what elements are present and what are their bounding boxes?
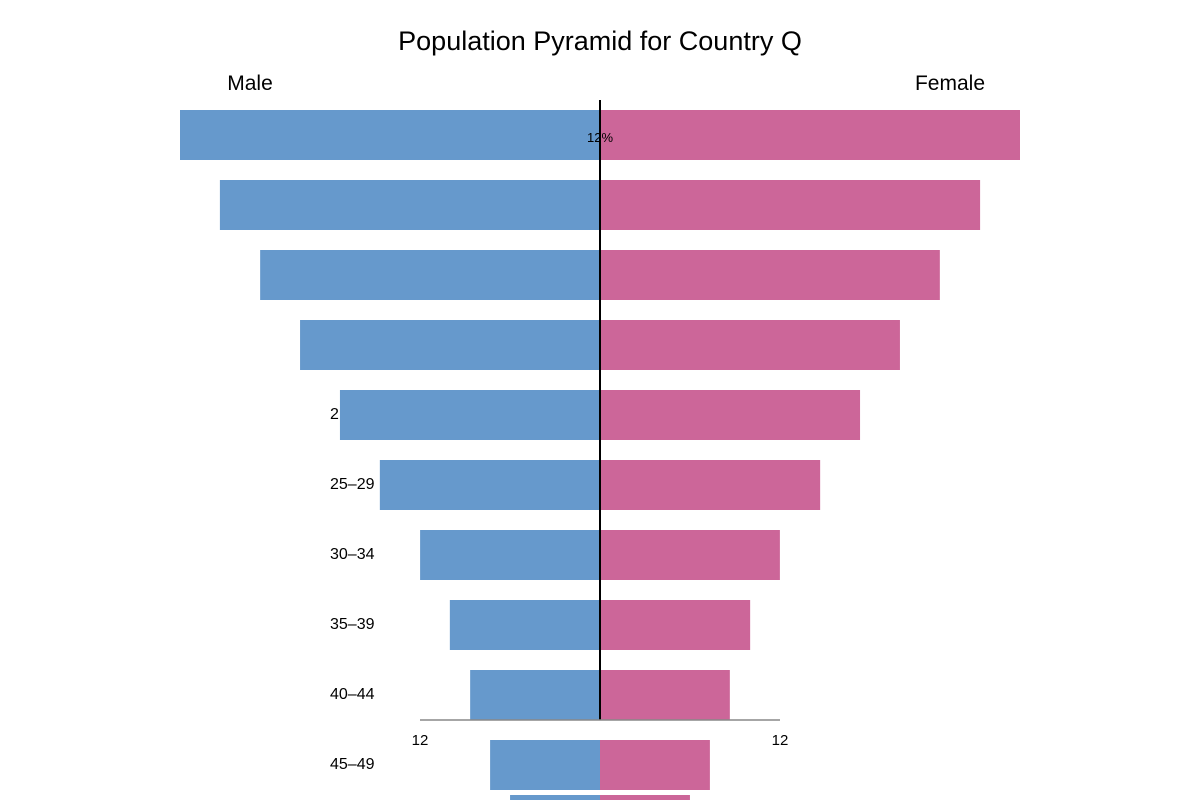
male-bar bbox=[420, 530, 600, 580]
male-bar bbox=[470, 670, 600, 720]
age-group-label: 40–44 bbox=[330, 686, 375, 703]
chart-title: Population Pyramid for Country Q bbox=[398, 26, 802, 56]
female-bar bbox=[600, 530, 780, 580]
female-bar bbox=[600, 320, 900, 370]
female-bar bbox=[600, 740, 710, 790]
male-bar bbox=[379, 460, 600, 510]
age-group-label: 2 bbox=[330, 406, 339, 423]
bar-group bbox=[180, 110, 1020, 800]
male-side-label: Male bbox=[227, 72, 273, 95]
female-bar bbox=[600, 180, 981, 230]
female-bar bbox=[600, 110, 1020, 160]
x-tick-label-right: 12 bbox=[772, 732, 789, 749]
male-bar bbox=[510, 795, 600, 800]
age-group-label: 30–34 bbox=[330, 546, 375, 563]
female-bar bbox=[600, 460, 821, 510]
male-bar bbox=[449, 600, 600, 650]
percent-annotation: 12% bbox=[587, 130, 613, 145]
female-bar bbox=[600, 795, 690, 800]
female-bar bbox=[600, 600, 751, 650]
male-bar bbox=[260, 250, 600, 300]
age-group-label: 45–49 bbox=[330, 756, 375, 773]
male-bar bbox=[180, 110, 600, 160]
female-bar bbox=[600, 670, 730, 720]
female-bar bbox=[600, 390, 861, 440]
age-group-label: 35–39 bbox=[330, 616, 375, 633]
male-bar bbox=[339, 390, 600, 440]
male-bar bbox=[219, 180, 600, 230]
male-bar bbox=[490, 740, 600, 790]
age-group-label: 25–29 bbox=[330, 476, 375, 493]
x-tick-label-left: 12 bbox=[412, 732, 429, 749]
female-bar bbox=[600, 250, 940, 300]
male-bar bbox=[300, 320, 600, 370]
female-side-label: Female bbox=[915, 72, 985, 95]
